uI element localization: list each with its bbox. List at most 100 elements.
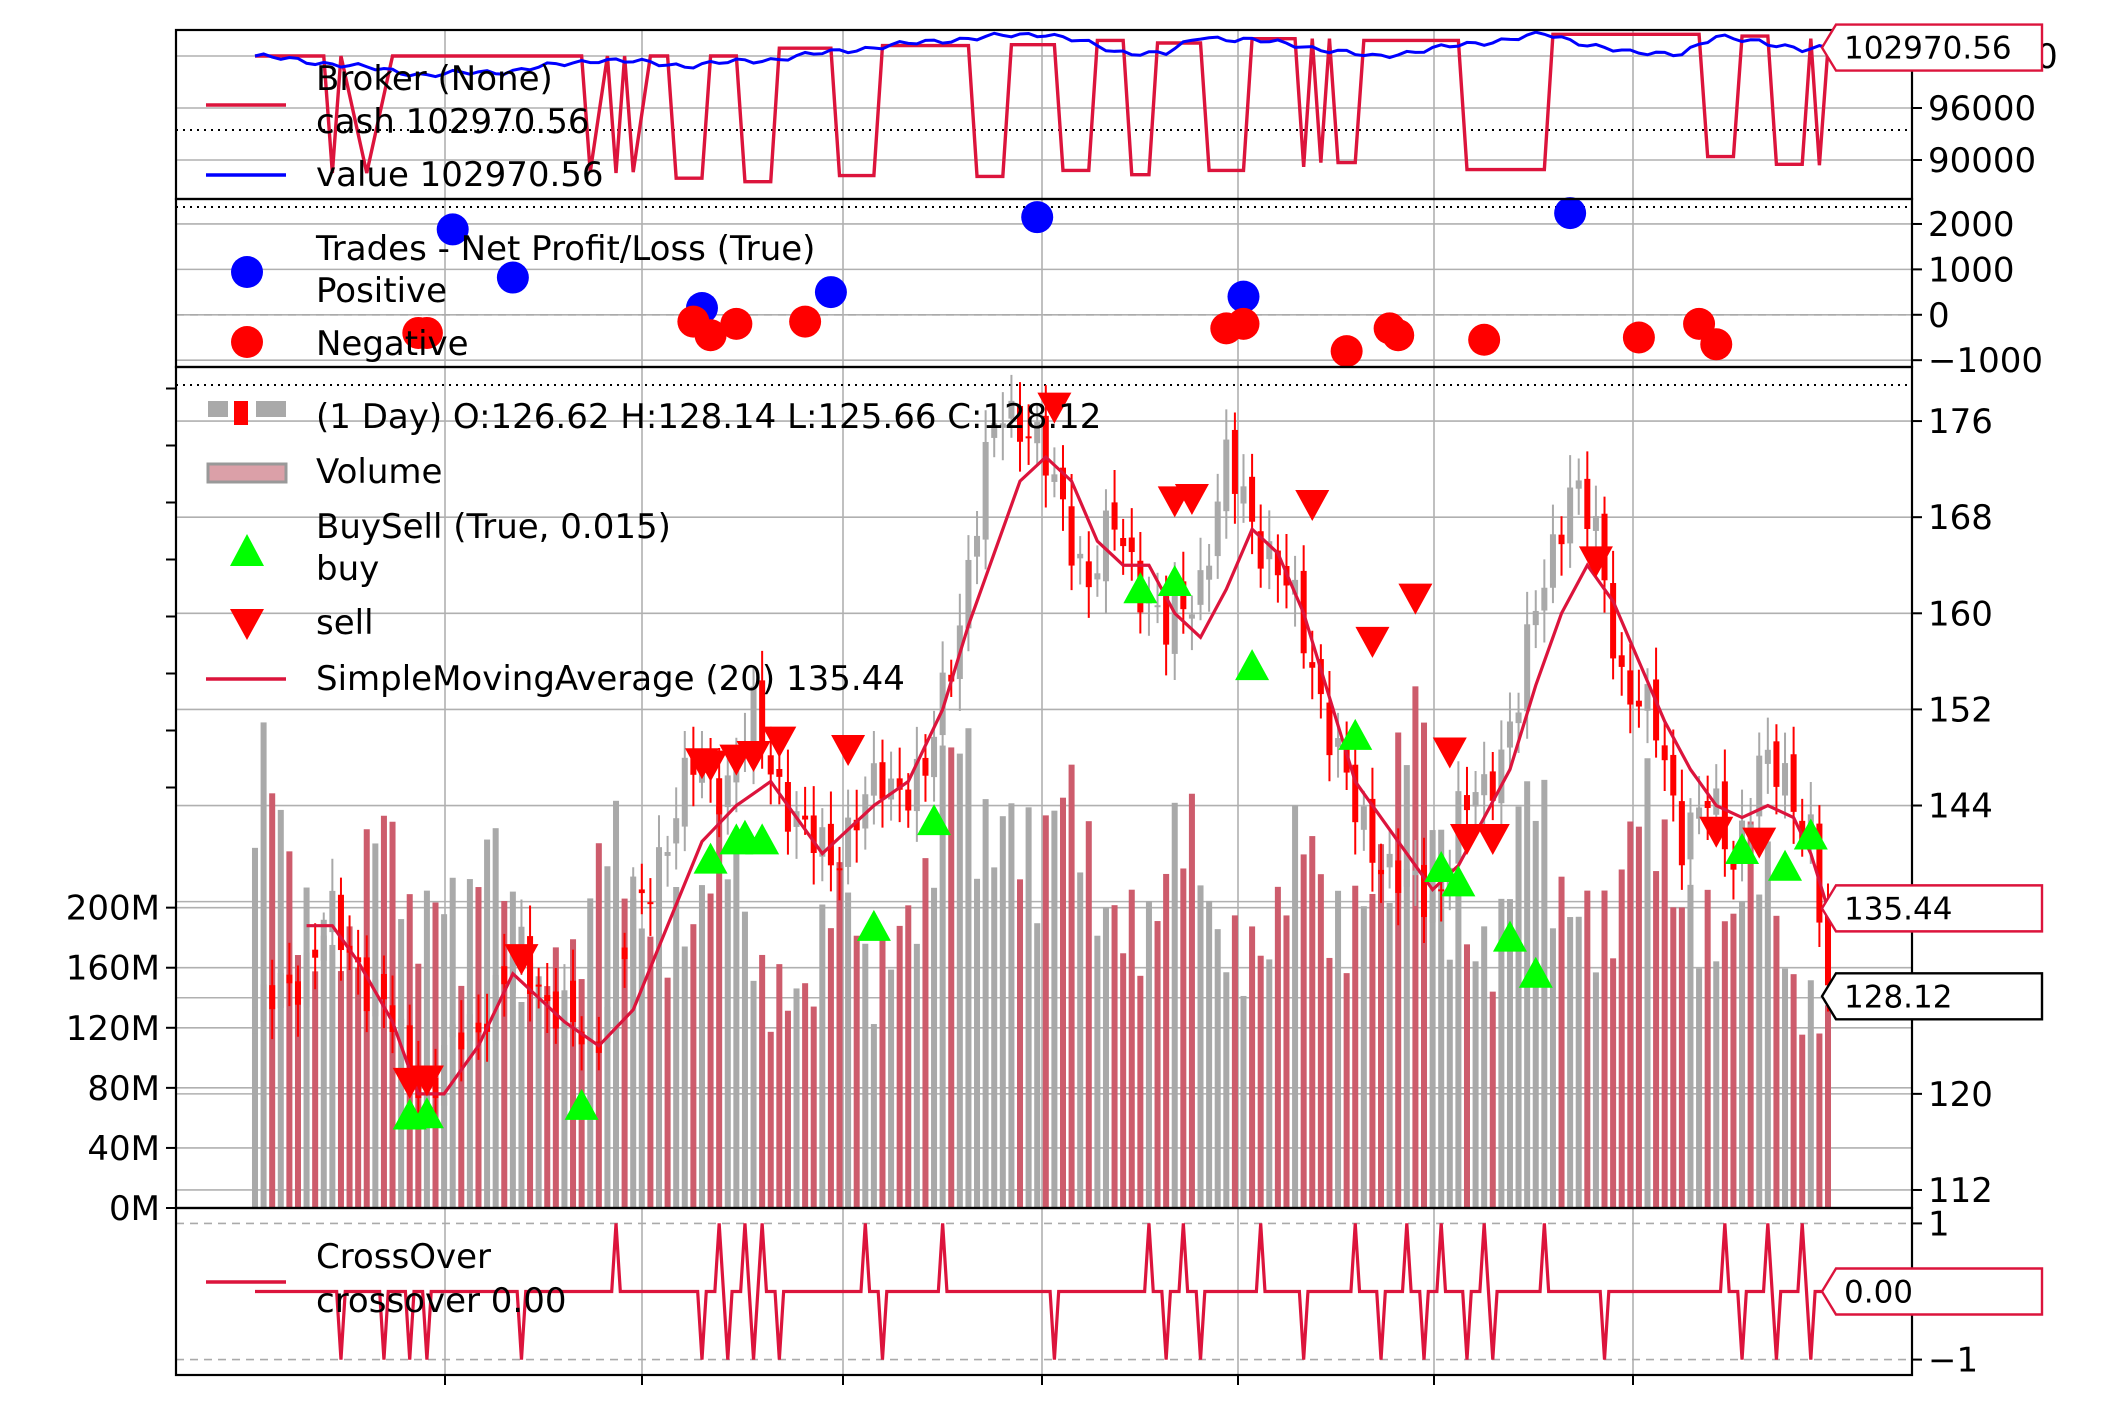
crossover-y-tick-label: 1 — [1928, 1204, 1950, 1244]
sma-legend-label: SimpleMovingAverage (20) 135.44 — [316, 659, 905, 699]
positive-legend-label: Positive — [316, 271, 447, 311]
volume-bar — [1051, 810, 1058, 1208]
buy-legend-swatch — [230, 534, 264, 566]
volume-bar — [1369, 893, 1376, 1208]
volume-bar — [1696, 968, 1703, 1208]
volume-bar — [1670, 907, 1677, 1208]
volume-bar — [1532, 820, 1539, 1208]
candle-body — [1816, 823, 1823, 923]
candle-body — [1034, 421, 1041, 444]
volume-bar — [561, 1022, 568, 1208]
volume-bar — [1541, 779, 1548, 1208]
volume-bar — [931, 887, 938, 1208]
volume-y-tick-label: 0M — [109, 1189, 160, 1229]
volume-bar — [1756, 894, 1763, 1208]
candle-body — [1438, 889, 1445, 892]
sell-marker — [1295, 489, 1330, 521]
volume-bar — [707, 893, 714, 1208]
candle-body — [1094, 573, 1101, 580]
volume-bar — [1326, 957, 1333, 1208]
sell-marker — [1037, 392, 1072, 424]
negative-legend-label: Negative — [316, 324, 469, 364]
volume-bar — [346, 926, 353, 1208]
volume-bar — [1627, 821, 1634, 1208]
trades-panel — [402, 197, 1733, 368]
candle-body — [1309, 662, 1316, 668]
buy-marker — [564, 1088, 599, 1120]
volume-bar — [1231, 915, 1238, 1208]
negative-trade-marker — [1622, 321, 1655, 354]
candle-body — [1240, 486, 1247, 504]
candle-body — [1670, 754, 1677, 796]
candle-body — [681, 757, 688, 827]
candle-body — [896, 778, 903, 790]
volume-bar — [570, 939, 577, 1208]
volume-bar — [905, 905, 912, 1208]
candle-body — [535, 984, 542, 987]
volume-bar — [329, 944, 336, 1208]
volume-bar — [982, 799, 989, 1208]
positive-trade-marker — [1021, 201, 1054, 234]
volume-bar — [664, 977, 671, 1208]
sell-legend-label: sell — [316, 603, 374, 643]
volume-bar — [294, 955, 301, 1208]
sell-marker — [409, 1065, 444, 1097]
candle-body — [466, 1014, 473, 1042]
candle-body — [991, 423, 998, 438]
volume-bar — [1266, 959, 1273, 1208]
negative-trade-marker — [720, 307, 753, 340]
positive-trade-marker — [436, 213, 469, 246]
candle-body — [1085, 561, 1092, 588]
candle-body — [655, 847, 663, 895]
positive-trade-marker — [1554, 197, 1587, 230]
volume-legend-label: Volume — [316, 452, 442, 492]
candle-body — [1077, 553, 1084, 559]
buy-marker — [1157, 565, 1192, 597]
crossover-legend-title: CrossOver — [316, 1237, 491, 1277]
volume-bar — [1515, 806, 1522, 1208]
candle-body — [337, 894, 344, 951]
volume-bar — [1360, 906, 1367, 1208]
volume-bar — [1584, 890, 1591, 1208]
candle-body — [1197, 570, 1204, 605]
candle-body — [1343, 746, 1350, 773]
candle-body — [664, 852, 671, 856]
cash-legend-label: cash 102970.56 — [316, 102, 589, 142]
candle-body — [870, 763, 877, 796]
candle-body — [1326, 702, 1333, 756]
buy-marker — [1518, 956, 1553, 988]
volume-bar — [999, 816, 1006, 1208]
buysell-legend-title: BuySell (True, 0.015) — [316, 507, 671, 547]
candle-body — [853, 819, 860, 831]
candle-body — [845, 817, 852, 867]
volume-bar — [1120, 953, 1127, 1208]
candle-legend-swatch — [256, 401, 286, 417]
candle-body — [613, 956, 620, 1017]
candle-body — [1378, 869, 1385, 875]
trades-y-tick-label: 2000 — [1928, 205, 2015, 245]
volume-bar — [1034, 923, 1041, 1208]
candle-body — [1386, 853, 1393, 868]
candle-body — [1025, 436, 1032, 439]
candle-body — [1412, 870, 1419, 876]
candle-body — [1051, 474, 1058, 482]
positive-trade-marker — [1227, 280, 1260, 313]
volume-bar — [621, 898, 628, 1208]
volume-y-tick-label: 120M — [66, 1009, 160, 1049]
close-value-tag: 128.12 — [1844, 979, 1952, 1015]
candle-body — [260, 984, 267, 1022]
legends: Broker (None)cash 102970.56 value 102970.… — [206, 59, 1101, 1321]
candle-body — [441, 1044, 448, 1106]
candle-body — [1610, 583, 1617, 659]
volume-bar — [741, 911, 748, 1208]
candle-body — [1120, 538, 1127, 547]
volume-bar — [1575, 916, 1582, 1208]
volume-bar — [1747, 821, 1754, 1208]
price-y-tick-label: 144 — [1928, 787, 1993, 827]
sma-value-tag-box — [1820, 884, 2044, 933]
candle-body — [1498, 749, 1505, 804]
candle-body — [673, 818, 680, 844]
candle-body — [724, 775, 731, 808]
candle-body — [1369, 798, 1376, 863]
